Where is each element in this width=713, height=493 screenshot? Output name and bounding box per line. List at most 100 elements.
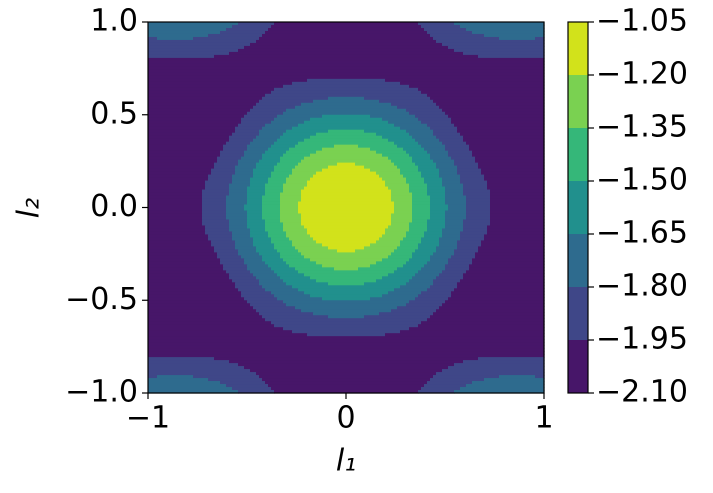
contour-region — [247, 264, 269, 268]
contour-region — [448, 45, 545, 50]
contour-region — [433, 99, 545, 104]
contour-region — [466, 195, 491, 200]
contour-region — [298, 123, 395, 128]
contour-region — [148, 381, 221, 385]
contour-region — [280, 135, 311, 140]
colorbar-band — [568, 75, 588, 128]
contour-region — [430, 315, 545, 319]
contour-region — [148, 105, 254, 110]
contour-region — [148, 321, 272, 325]
contour-region — [535, 375, 545, 379]
contour-region — [148, 210, 203, 215]
contour-region — [148, 375, 158, 379]
contour-region — [484, 234, 545, 239]
contour-region — [247, 111, 284, 116]
contour-region — [238, 159, 260, 164]
contour-region — [466, 201, 491, 206]
contour-region — [430, 156, 452, 161]
contour-region — [259, 279, 284, 283]
contour-region — [148, 354, 545, 358]
contour-region — [418, 117, 452, 122]
contour-region — [283, 111, 410, 116]
contour-region — [409, 132, 434, 137]
contour-region — [301, 219, 392, 224]
contour-region — [262, 204, 281, 209]
contour-region — [295, 105, 398, 110]
contour-region — [148, 117, 242, 122]
contour-region — [238, 390, 275, 394]
contour-region — [226, 195, 248, 200]
colorbar-tick-label: −1.20 — [596, 57, 688, 92]
contour-region — [226, 210, 248, 215]
contour-region — [148, 207, 203, 212]
contour-region — [274, 246, 296, 250]
contour-region — [280, 213, 302, 218]
contour-region — [229, 273, 254, 277]
contour-region — [280, 216, 302, 221]
contour-region — [439, 105, 545, 110]
contour-region — [148, 135, 230, 140]
contour-region — [223, 264, 248, 268]
contour-region — [406, 282, 434, 286]
contour-region — [283, 183, 308, 188]
contour-region — [475, 156, 545, 161]
contour-region — [208, 234, 233, 239]
contour-region — [439, 171, 458, 176]
contour-region — [208, 237, 233, 242]
contour-region — [382, 153, 410, 158]
contour-region — [406, 150, 428, 155]
contour-region — [334, 144, 359, 149]
contour-region — [235, 246, 257, 250]
contour-region — [148, 183, 206, 188]
contour-region — [265, 228, 284, 233]
contour-region — [148, 390, 239, 394]
contour-region — [148, 102, 257, 107]
contour-region — [268, 234, 287, 239]
contour-region — [283, 153, 311, 158]
colorbar-band — [568, 340, 588, 393]
contour-region — [310, 135, 383, 140]
contour-region — [460, 234, 485, 239]
contour-region — [463, 273, 545, 277]
contour-region — [202, 195, 227, 200]
contour-region — [445, 144, 470, 149]
contour-region — [247, 219, 266, 224]
contour-region — [148, 342, 545, 346]
contour-region — [322, 264, 371, 268]
contour-region — [280, 219, 302, 224]
contour-region — [232, 174, 254, 179]
contour-region — [412, 192, 428, 197]
contour-region — [382, 177, 407, 182]
contour-region — [415, 297, 449, 301]
contour-region — [148, 258, 221, 262]
contour-region — [322, 114, 371, 119]
contour-region — [148, 243, 212, 247]
contour-region — [454, 288, 545, 292]
contour-region — [148, 285, 236, 289]
contour-region — [490, 201, 545, 206]
contour-region — [271, 267, 296, 271]
contour-region — [385, 78, 545, 83]
contour-region — [220, 381, 266, 385]
contour-region — [463, 276, 545, 280]
contour-region — [487, 231, 545, 236]
contour-region — [457, 285, 545, 289]
contour-region — [229, 135, 257, 140]
contour-region — [421, 237, 440, 242]
contour-region — [409, 153, 431, 158]
contour-region — [490, 195, 545, 200]
contour-region — [148, 273, 230, 277]
contour-region — [256, 102, 302, 107]
contour-region — [280, 195, 302, 200]
contour-region — [247, 189, 266, 194]
contour-region — [214, 162, 239, 167]
contour-region — [490, 219, 545, 224]
contour-region — [265, 189, 284, 194]
contour-region — [232, 237, 254, 242]
contour-region — [148, 327, 284, 331]
contour-region — [304, 156, 389, 161]
contour-region — [409, 183, 428, 188]
contour-region — [244, 207, 263, 212]
contour-region — [316, 171, 377, 176]
contour-region — [283, 225, 305, 230]
